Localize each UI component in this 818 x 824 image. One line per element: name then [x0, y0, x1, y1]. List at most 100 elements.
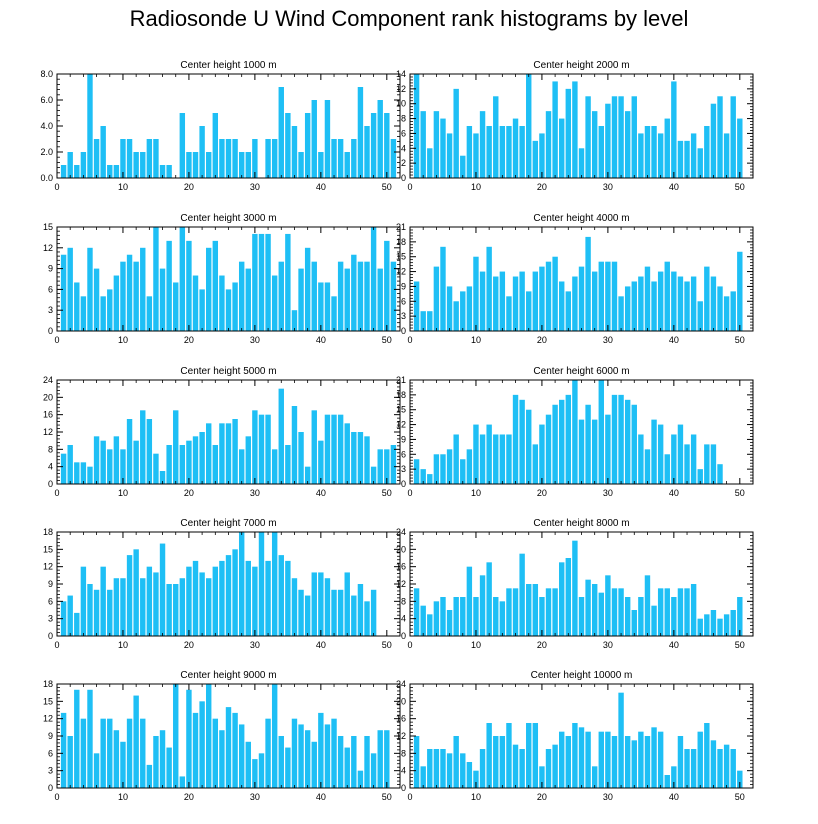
y-tick-label: 16 [43, 410, 53, 420]
bar [499, 601, 506, 636]
bar [87, 689, 93, 788]
x-tick-label: 0 [407, 182, 412, 192]
bar [80, 152, 87, 178]
bar [565, 291, 572, 331]
bar [591, 111, 598, 178]
panel-title: Center height 6000 m [533, 366, 629, 377]
bar [245, 560, 251, 636]
x-tick-label: 20 [184, 640, 194, 650]
panel-title: Center height 2000 m [533, 60, 629, 71]
x-tick-label: 40 [669, 488, 679, 498]
bar [146, 764, 153, 788]
y-tick-label: 0 [48, 783, 53, 793]
bar [591, 766, 598, 788]
bar [377, 449, 383, 484]
bar [344, 572, 350, 636]
x-tick-label: 0 [54, 792, 59, 802]
bar [704, 614, 710, 636]
bar [690, 133, 697, 178]
bar [285, 445, 291, 484]
y-tick-label: 0 [401, 479, 406, 489]
y-tick-label: 6 [401, 296, 406, 306]
bar [93, 589, 100, 636]
bar [611, 96, 618, 178]
bar [186, 689, 192, 788]
bar [331, 139, 337, 178]
bar [710, 276, 717, 331]
bar [390, 261, 397, 331]
bar [140, 718, 146, 788]
panel-10: Center height 10000 m 0 10 20 30 40 50 0 4 8 12 16 2… [396, 670, 754, 802]
bar [357, 87, 364, 178]
bar [453, 434, 459, 484]
bar [192, 712, 199, 788]
x-tick-label: 40 [316, 640, 326, 650]
bar [265, 414, 271, 484]
bar [493, 736, 499, 788]
y-tick-label: 8 [401, 748, 406, 758]
bar [697, 731, 703, 788]
bar [690, 276, 697, 331]
bar [690, 434, 697, 484]
bar [252, 410, 258, 484]
bar [206, 247, 212, 331]
x-tick-label: 50 [735, 488, 745, 498]
bar [93, 139, 100, 178]
y-tick-label: 8 [48, 444, 53, 454]
y-tick-label: 0 [401, 783, 406, 793]
bar [466, 126, 473, 178]
bar [526, 291, 532, 331]
bar [238, 724, 245, 788]
bar [67, 445, 73, 484]
x-tick-label: 20 [537, 488, 547, 498]
y-tick-label: 12 [43, 562, 53, 572]
bar [133, 549, 139, 636]
bar [384, 449, 390, 484]
y-tick-label: 9 [48, 579, 53, 589]
bar [598, 126, 604, 178]
bar [100, 296, 106, 331]
panel-title: Center height 9000 m [180, 670, 276, 681]
bar [238, 261, 245, 331]
x-tick-label: 50 [735, 335, 745, 345]
bar [591, 419, 598, 484]
bar [559, 562, 565, 636]
bar [638, 597, 644, 636]
bar [677, 276, 684, 331]
bar [545, 261, 552, 331]
bar [324, 724, 331, 788]
bar [440, 118, 446, 178]
x-tick-label: 0 [407, 640, 412, 650]
bar [126, 254, 133, 331]
bar [453, 597, 459, 636]
bar [585, 404, 591, 484]
bar [337, 414, 344, 484]
bar [565, 558, 572, 636]
bar [664, 588, 670, 636]
bar [153, 227, 159, 331]
bar [219, 560, 225, 636]
x-tick-label: 0 [407, 792, 412, 802]
bar [565, 394, 572, 484]
bar [697, 148, 703, 178]
bar [697, 301, 703, 331]
bar [146, 296, 153, 331]
bar [212, 240, 219, 331]
bar [624, 111, 631, 178]
bar [318, 572, 324, 636]
panel-3: Center height 3000 m 0 10 20 30 40 50 0 3 6 9 12 15 [43, 213, 401, 345]
bar [479, 111, 486, 178]
bar [526, 723, 532, 788]
bar [206, 152, 212, 178]
bar [433, 749, 440, 788]
bar [107, 165, 113, 178]
bar [651, 605, 657, 636]
bar [252, 233, 258, 331]
bar [631, 96, 637, 178]
bar [364, 126, 370, 178]
bar [232, 549, 238, 636]
bar [107, 449, 113, 484]
bar [166, 445, 172, 484]
bar [657, 731, 664, 788]
bar [140, 410, 146, 484]
